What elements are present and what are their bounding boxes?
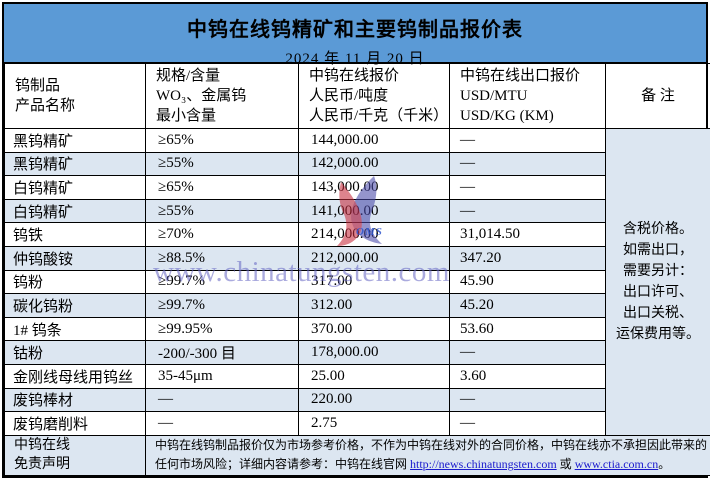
usd-price: — — [449, 387, 606, 413]
product-name: 白钨精矿 — [4, 198, 146, 224]
cny-price: 2.75 — [298, 411, 450, 436]
disclaimer-row: 中钨在线 免责声明 中钨在线钨制品报价仅为市场参考价格，不作为中钨在线对外的合同… — [4, 434, 710, 476]
usd-price: — — [449, 198, 606, 224]
spec-value: ≥70% — [145, 222, 299, 247]
usd-price: 45.90 — [449, 269, 606, 295]
usd-price: — — [449, 411, 606, 436]
spec-value: ≥55% — [145, 198, 299, 224]
spec-value: 35-45μm — [145, 363, 299, 389]
cny-price: 25.00 — [298, 363, 450, 389]
product-name: 钨粉 — [4, 269, 146, 295]
product-name: 碳化钨粉 — [4, 293, 146, 318]
cny-price: 144,000.00 — [298, 128, 450, 153]
cny-price: 141,000.00 — [298, 198, 450, 224]
product-name: 1# 钨条 — [4, 316, 146, 342]
table-row: 钴粉 -200/-300 目 178,000.00 — — [4, 340, 710, 365]
product-name: 废钨磨削料 — [4, 411, 146, 436]
note-cell: 含税价格。 如需出口， 需要另计： 出口许可、 出口关税、 运保费用等。 — [605, 128, 710, 436]
disclaimer-label: 中钨在线 免责声明 — [4, 434, 146, 476]
spec-value: -200/-300 目 — [145, 340, 299, 365]
table-row: 1# 钨条 ≥99.95% 370.00 53.60 — [4, 316, 710, 342]
spec-value: ≥65% — [145, 175, 299, 200]
cny-price: 212,000.00 — [298, 245, 450, 271]
spec-value: ≥65% — [145, 128, 299, 153]
disclaimer-text: 中钨在线钨制品报价仅为市场参考价格，不作为中钨在线对外的合同价格，中钨在线亦不承… — [145, 434, 710, 476]
table-row: 黑钨精矿 ≥65% 144,000.00 — 含税价格。 如需出口， 需要另计：… — [4, 128, 710, 436]
product-name: 白钨精矿 — [4, 175, 146, 200]
table-row: 白钨精矿 ≥65% 143,000.00 — — [4, 175, 710, 200]
spec-value: ≥99.95% — [145, 316, 299, 342]
cny-price: 214,000.00 — [298, 222, 450, 247]
product-name: 金刚线母线用钨丝 — [4, 363, 146, 389]
spec-value: ≥99.7% — [145, 269, 299, 295]
usd-price: — — [449, 340, 606, 365]
spec-value: ≥99.7% — [145, 293, 299, 318]
usd-price: 347.20 — [449, 245, 606, 271]
table-row: 废钨棒材 — 220.00 — — [4, 387, 710, 413]
disclaimer-line2-suffix: 。 — [658, 457, 671, 472]
ctia-link[interactable]: www.ctia.com.cn — [574, 457, 659, 472]
header-usd-price: 中钨在线出口报价 USD/MTU USD/KG (KM) — [449, 63, 606, 129]
usd-price: — — [449, 175, 606, 200]
table-row: 钨铁 ≥70% 214,000.00 31,014.50 — [4, 222, 710, 247]
table-row: 废钨磨削料 — 2.75 — — [4, 411, 710, 436]
cny-price: 178,000.00 — [298, 340, 450, 365]
price-table: 钨制品 产品名称 规格/含量 WO₃、金属钨 最小含量 中钨在线报价 人民币/吨… — [4, 63, 710, 476]
header-spec: 规格/含量 WO₃、金属钨 最小含量 — [145, 63, 299, 129]
usd-price: 3.60 — [449, 363, 606, 389]
table-header: 钨制品 产品名称 规格/含量 WO₃、金属钨 最小含量 中钨在线报价 人民币/吨… — [4, 63, 710, 129]
cny-price: 142,000.00 — [298, 151, 450, 177]
spec-value: — — [145, 387, 299, 413]
product-name: 废钨棒材 — [4, 387, 146, 413]
spec-value: ≥55% — [145, 151, 299, 177]
usd-price: 45.20 — [449, 293, 606, 318]
cny-price: 143,000.00 — [298, 175, 450, 200]
usd-price: — — [449, 128, 606, 153]
usd-price: 31,014.50 — [449, 222, 606, 247]
news-chinatungsten-link[interactable]: http://news.chinatungsten.com — [410, 457, 557, 472]
product-name: 黑钨精矿 — [4, 128, 146, 153]
table-row: 仲钨酸铵 ≥88.5% 212,000.00 347.20 — [4, 245, 710, 271]
report-date: 2024 年 11 月 20 日 — [285, 51, 425, 67]
usd-price: 53.60 — [449, 316, 606, 342]
spec-value: ≥88.5% — [145, 245, 299, 271]
table-row: 白钨精矿 ≥55% 141,000.00 — — [4, 198, 710, 224]
cny-price: 317.00 — [298, 269, 450, 295]
product-name: 钨铁 — [4, 222, 146, 247]
page-title: 中钨在线钨精矿和主要钨制品报价表 — [187, 19, 523, 41]
product-name: 黑钨精矿 — [4, 151, 146, 177]
table-row: 碳化钨粉 ≥99.7% 312.00 45.20 — [4, 293, 710, 318]
header-product: 钨制品 产品名称 — [4, 63, 146, 129]
cny-price: 370.00 — [298, 316, 450, 342]
spec-value: — — [145, 411, 299, 436]
product-name: 仲钨酸铵 — [4, 245, 146, 271]
title-block: 中钨在线钨精矿和主要钨制品报价表 2024 年 11 月 20 日 — [4, 4, 706, 67]
header-cny-price: 中钨在线报价 人民币/吨度 人民币/千克（千米） — [298, 63, 450, 129]
disclaimer-line2-prefix: 任何市场风险；详细内容请参考：中钨在线官网 — [155, 457, 411, 472]
header-note: 备 注 — [605, 63, 710, 129]
cny-price: 220.00 — [298, 387, 450, 413]
table-row: 钨粉 ≥99.7% 317.00 45.90 — [4, 269, 710, 295]
product-name: 钴粉 — [4, 340, 146, 365]
usd-price: — — [449, 151, 606, 177]
table-row: 黑钨精矿 ≥55% 142,000.00 — — [4, 151, 710, 177]
disclaimer-line2-mid: 或 — [556, 457, 575, 472]
table-row: 金刚线母线用钨丝 35-45μm 25.00 3.60 — [4, 363, 710, 389]
cny-price: 312.00 — [298, 293, 450, 318]
